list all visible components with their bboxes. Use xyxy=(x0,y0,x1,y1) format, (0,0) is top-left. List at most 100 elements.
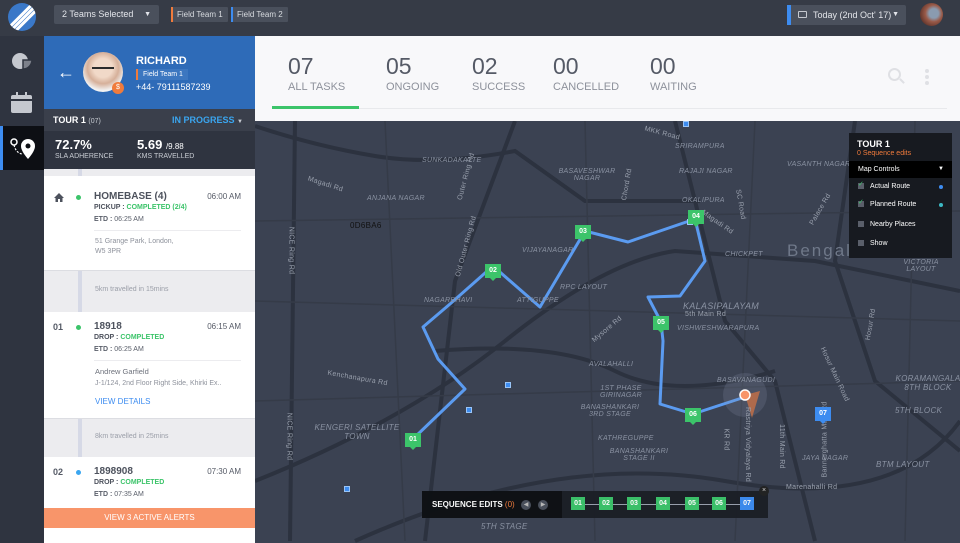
stop-status: DROP : COMPLETED xyxy=(94,334,164,341)
transit-stop-icon[interactable] xyxy=(344,486,350,492)
team-color-bar xyxy=(231,7,233,22)
stop-card-homebase[interactable]: HOMEBASE (4) 06:00 AM PICKUP : COMPLETED… xyxy=(44,176,255,271)
map-label: NAGARBHAVI xyxy=(424,297,473,304)
map-label: RAJAJI NAGAR xyxy=(679,168,733,175)
map-label: OKALIPURA xyxy=(682,197,725,204)
map-label: BANASHANKARI 3RD STAGE xyxy=(580,404,640,418)
checkbox-checked[interactable] xyxy=(858,180,864,189)
map-pin-03[interactable]: 03 xyxy=(575,225,591,242)
map-pin-07[interactable]: 07 xyxy=(815,407,831,424)
sequence-node-05[interactable]: 05 xyxy=(685,497,699,510)
sequence-node-06[interactable]: 06 xyxy=(712,497,726,510)
team-select-dropdown[interactable]: 2 Teams Selected ▼ xyxy=(54,5,159,24)
current-location-marker[interactable] xyxy=(739,389,751,401)
app-logo-icon[interactable] xyxy=(8,3,36,31)
tour-title: TOUR 1 (07) xyxy=(53,115,101,125)
agent-phone: +44- 79111587239 xyxy=(136,82,211,92)
stop-type: DROP : xyxy=(94,479,121,486)
team-chip-field-team-1[interactable]: Field Team 1 xyxy=(171,7,228,22)
road-label: 11th Main Rd xyxy=(777,424,785,469)
map-pin-02[interactable]: 02 xyxy=(485,264,501,281)
checkbox-checked[interactable] xyxy=(858,198,864,207)
stop-etd: ETD : 06:25 AM xyxy=(94,346,144,353)
rail-item-calendar[interactable] xyxy=(0,82,44,126)
sequence-node-02[interactable]: 02 xyxy=(599,497,613,510)
divider xyxy=(94,230,241,231)
view-details-link[interactable]: VIEW DETAILS xyxy=(95,397,151,406)
tab-count: 02 xyxy=(472,53,498,79)
stop-status-value: COMPLETED xyxy=(120,479,165,486)
next-arrow-icon[interactable]: ▶ xyxy=(538,500,548,510)
stop-time: 06:00 AM xyxy=(207,192,241,201)
tab-label: CANCELLED xyxy=(553,81,620,93)
map-label: VISHWESHWARAPURA xyxy=(677,325,760,332)
map-label: VASANTH NAGAR xyxy=(787,161,851,168)
stop-time: 06:15 AM xyxy=(207,322,241,331)
tabs-divider xyxy=(272,108,947,109)
search-icon[interactable] xyxy=(888,68,901,81)
map-pin-06[interactable]: 06 xyxy=(685,408,701,425)
checkbox-unchecked[interactable] xyxy=(858,221,864,227)
prev-arrow-icon[interactable]: ◀ xyxy=(521,500,531,510)
view-alerts-button[interactable]: VIEW 3 ACTIVE ALERTS xyxy=(44,508,255,528)
stop-title: 18918 xyxy=(94,321,122,332)
transit-stop-icon[interactable] xyxy=(505,382,511,388)
tour-status-dropdown[interactable]: IN PROGRESS ▼ xyxy=(172,115,243,125)
toggle-show[interactable]: Show xyxy=(858,240,888,247)
map-pin-05[interactable]: 05 xyxy=(653,316,669,333)
map-label: SUNKADAKATTE xyxy=(422,157,482,164)
tab-label: WAITING xyxy=(650,81,697,93)
tab-waiting[interactable]: 00 WAITING xyxy=(650,54,697,94)
tab-label: ALL TASKS xyxy=(288,81,346,93)
map-pin-04[interactable]: 04 xyxy=(688,210,704,227)
map-label: KENGERI SATELLITE TOWN xyxy=(314,423,400,441)
toggle-actual-route[interactable]: Actual Route xyxy=(858,180,910,190)
etd-label: ETD : xyxy=(94,491,115,498)
checkbox-unchecked[interactable] xyxy=(858,240,864,246)
home-icon xyxy=(54,193,64,202)
stop-card-02[interactable]: 02 1898908 07:30 AM DROP : COMPLETED ETD… xyxy=(44,457,255,543)
tour-status-label: IN PROGRESS xyxy=(172,115,235,125)
agent-name: RICHARD xyxy=(136,55,187,67)
back-arrow-icon[interactable]: ← xyxy=(57,62,75,82)
user-avatar[interactable] xyxy=(920,3,943,26)
road-label: 5th Main Rd xyxy=(685,311,727,318)
sequence-node-04[interactable]: 04 xyxy=(656,497,670,510)
sequence-edits-bar: SEQUENCE EDITS (0) ◀ ▶ 01 02 03 04 05 06… xyxy=(422,486,769,518)
route-map[interactable]: SUNKADAKATTE BASAVESHWAR NAGAR RAJAJI NA… xyxy=(255,121,960,543)
tab-label: SUCCESS xyxy=(472,81,526,93)
tab-cancelled[interactable]: 00 CANCELLED xyxy=(553,53,620,94)
tour-panel: ← $ RICHARD Field Team 1 +44- 7911158723… xyxy=(44,36,255,543)
sequence-node-07[interactable]: 07 xyxy=(740,497,754,510)
rail-item-analytics[interactable] xyxy=(0,40,44,84)
map-pin-01[interactable]: 01 xyxy=(405,433,421,450)
map-label: KATHREGUPPE xyxy=(598,435,654,442)
top-bar: 2 Teams Selected ▼ Field Team 1 Field Te… xyxy=(0,0,960,36)
map-label: BTM LAYOUT xyxy=(876,460,930,469)
date-select-dropdown[interactable]: Today (2nd Oct' 17) ▼ xyxy=(787,5,906,25)
toggle-label: Show xyxy=(870,240,888,247)
stop-card-01[interactable]: 01 18918 06:15 AM DROP : COMPLETED ETD :… xyxy=(44,312,255,419)
toggle-nearby-places[interactable]: Nearby Places xyxy=(858,221,916,228)
team-chip-field-team-2[interactable]: Field Team 2 xyxy=(231,7,288,22)
tab-count: 00 xyxy=(553,53,579,79)
rail-item-route-tracking[interactable] xyxy=(0,126,44,170)
close-icon[interactable]: × xyxy=(759,486,769,496)
toggle-planned-route[interactable]: Planned Route xyxy=(858,198,916,208)
map-controls-dropdown[interactable]: Map Controls ▼ xyxy=(849,161,952,178)
transit-stop-icon[interactable] xyxy=(466,407,472,413)
more-options-icon[interactable] xyxy=(925,69,929,87)
tab-success[interactable]: 02 SUCCESS xyxy=(472,53,526,94)
sequence-node-01[interactable]: 01 xyxy=(571,497,585,510)
contact-name: Andrew Garfield xyxy=(95,367,149,376)
status-dot xyxy=(74,323,83,332)
stop-address: 51 Grange Park, London, W5 3PR xyxy=(95,237,174,257)
sequence-node-03[interactable]: 03 xyxy=(627,497,641,510)
agent-avatar: $ xyxy=(83,52,124,94)
route-line xyxy=(413,217,746,439)
tab-ongoing[interactable]: 05 ONGOING xyxy=(386,54,439,94)
stop-title: HOMEBASE (4) xyxy=(94,191,167,202)
travel-summary-text: 5km travelled in 15mins xyxy=(95,286,169,293)
tab-all-tasks[interactable]: 07 ALL TASKS xyxy=(288,54,346,94)
transit-stop-icon[interactable] xyxy=(683,121,689,127)
